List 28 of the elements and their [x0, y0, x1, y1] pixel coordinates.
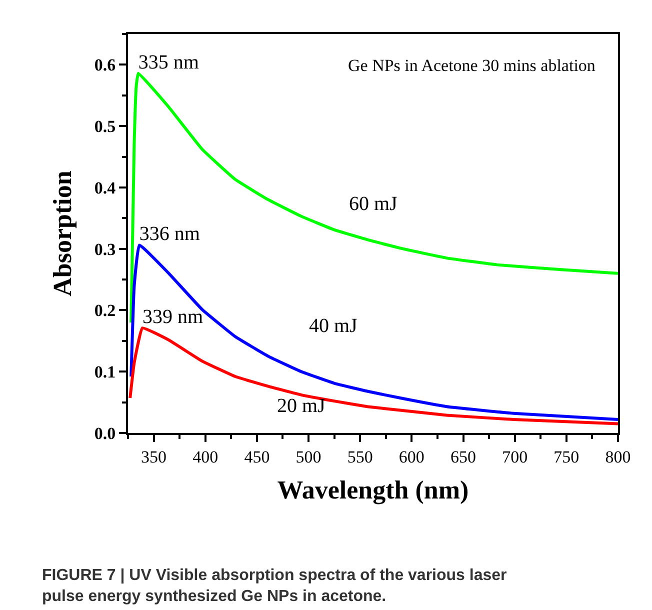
x-tick-label: 350: [141, 447, 167, 466]
y-tick-label: 0.5: [94, 117, 116, 136]
caption: FIGURE 7 | UV Visible absorption spectra of the various laser pulse energy synthesized Ge NPs in acetone.: [42, 567, 507, 605]
x-tick-label: 700: [502, 447, 528, 466]
y-tick-label: 0.3: [94, 240, 116, 259]
y-tick-label: 0.0: [94, 424, 116, 443]
annotation: Ge NPs in Acetone 30 mins ablation: [348, 56, 596, 75]
y-tick-label: 0.1: [94, 362, 116, 382]
x-tick-label: 400: [192, 447, 218, 466]
annotation: 336 nm: [139, 223, 200, 246]
line-series: [130, 244, 618, 421]
x-tick-label: 550: [347, 447, 373, 466]
x-tick-label: 800: [605, 447, 631, 466]
series-label: 40 mJ: [309, 315, 358, 337]
series-label: 20 mJ: [277, 395, 326, 417]
y-tick-label: 0.6: [94, 56, 116, 75]
annotation: 335 nm: [138, 51, 200, 74]
series-label: 60 mJ: [349, 193, 398, 215]
y-tick-label: 0.4: [94, 178, 116, 198]
x-tick-label: 750: [554, 447, 580, 466]
x-tick-label: 500: [296, 447, 322, 466]
x-tick-label: 450: [244, 447, 270, 466]
annotation: 339 nm: [142, 306, 204, 328]
y-axis-title: Absorption: [48, 170, 78, 296]
x-tick-label: 650: [450, 447, 476, 466]
x-tick-label: 600: [398, 447, 424, 466]
y-tick-label: 0.2: [94, 301, 116, 320]
x-axis-title: Wavelength (nm): [277, 476, 469, 505]
